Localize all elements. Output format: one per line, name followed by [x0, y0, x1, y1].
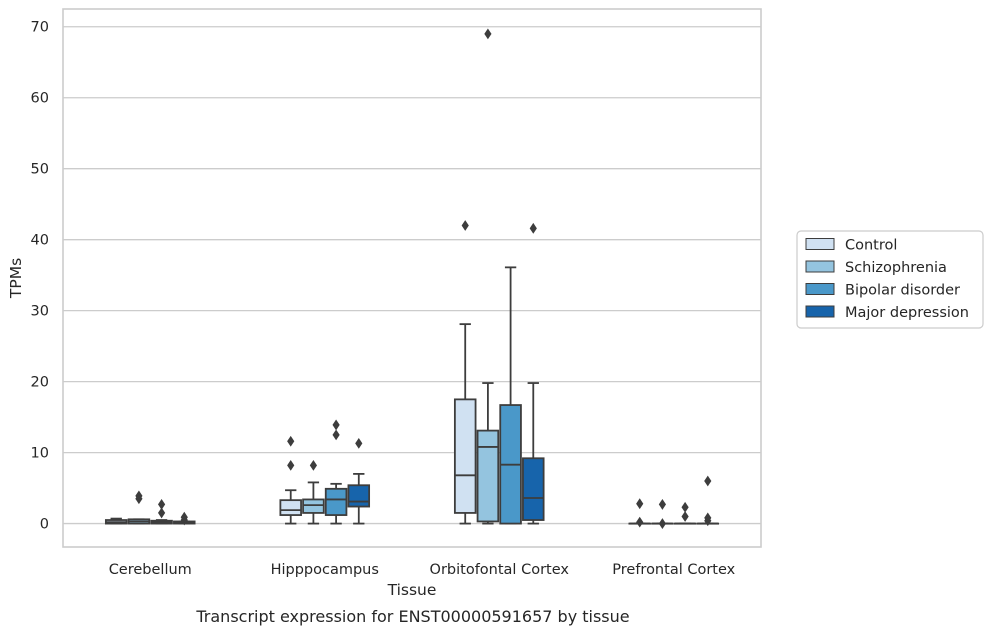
- legend-swatch: [805, 305, 835, 318]
- x-tick-label: Cerebellum: [109, 562, 192, 578]
- outlier-point: [355, 437, 363, 449]
- y-tick-label: 70: [31, 20, 49, 36]
- outlier-point: [658, 499, 667, 510]
- box: [324, 419, 348, 525]
- legend-label: Control: [845, 238, 897, 254]
- box-body: [476, 429, 500, 523]
- y-axis-title: TPMs: [7, 258, 25, 299]
- outlier-point: [287, 435, 295, 447]
- box: [476, 28, 500, 525]
- x-tick-label: Hipppocampus: [271, 562, 379, 578]
- box-body: [279, 499, 302, 516]
- outlier-point: [180, 511, 188, 523]
- x-axis-title: Tissue: [387, 581, 437, 599]
- box-body: [324, 487, 348, 516]
- outlier-point: [529, 222, 537, 234]
- series-schizophrenia: [127, 28, 674, 529]
- y-tick-label: 30: [31, 304, 49, 320]
- box-body: [302, 498, 325, 514]
- legend-swatch: [805, 283, 835, 295]
- legend-label: Bipolar disorder: [845, 283, 960, 299]
- chart-caption: Transcript expression for ENST0000059165…: [195, 607, 629, 626]
- box: [522, 222, 545, 525]
- outlier-point: [681, 501, 689, 513]
- box: [347, 437, 371, 525]
- legend-swatch: [805, 260, 835, 273]
- box: [453, 220, 477, 525]
- outlier-point: [309, 459, 318, 471]
- outlier-point: [332, 429, 340, 441]
- box: [628, 498, 651, 528]
- y-tick-label: 60: [31, 91, 49, 107]
- y-tick-label: 0: [40, 517, 49, 533]
- legend: Control Schizophrenia Bipolar disorder Majo…: [796, 230, 984, 329]
- box: [279, 435, 302, 525]
- outlier-point: [636, 498, 644, 510]
- y-tick-label: 40: [31, 233, 49, 249]
- outlier-point: [287, 459, 295, 471]
- box: [104, 517, 128, 525]
- legend-swatch: [805, 238, 835, 250]
- outlier-point: [484, 28, 492, 40]
- plot-frame: [62, 8, 762, 548]
- box: [696, 475, 720, 527]
- outlier-point: [658, 518, 667, 529]
- box-body: [347, 484, 371, 508]
- y-tick-label: 20: [31, 375, 49, 391]
- outlier-point: [157, 507, 166, 519]
- series-control: [104, 220, 651, 528]
- legend-label: Major depression: [845, 305, 969, 321]
- box: [173, 511, 196, 526]
- y-tick-label: 50: [31, 162, 49, 178]
- x-tick-label: Prefrontal Cortex: [612, 562, 735, 578]
- y-tick-label: 10: [31, 446, 49, 462]
- legend-label: Schizophrenia: [845, 260, 947, 276]
- outlier-point: [157, 499, 166, 510]
- box-series: [104, 28, 720, 529]
- series-bipolar-disorder: [150, 266, 697, 525]
- legend-item: Major depression: [805, 305, 969, 321]
- outlier-point: [461, 220, 469, 231]
- series-major-depression: [173, 222, 720, 527]
- x-tick-label: Orbitofontal Cortex: [430, 562, 570, 578]
- y-tick-labels: 0 10 20 30 40 50 60 70: [31, 20, 49, 533]
- box-body: [453, 398, 477, 514]
- legend-item: Bipolar disorder: [805, 283, 960, 299]
- outlier-point: [704, 475, 712, 487]
- outlier-point: [681, 511, 689, 522]
- legend-item: Schizophrenia: [805, 260, 947, 276]
- legend-item: Control: [805, 238, 897, 254]
- outlier-point: [332, 419, 340, 431]
- box: [150, 499, 173, 525]
- box: [499, 266, 522, 525]
- x-tick-labels: Cerebellum Hipppocampus Orbitofontal Corte…: [109, 562, 736, 578]
- outlier-point: [704, 512, 712, 524]
- box-body: [522, 457, 545, 521]
- outlier-point: [636, 516, 644, 528]
- box: [127, 490, 151, 525]
- outlier-point: [135, 490, 143, 502]
- box: [651, 499, 674, 529]
- box: [673, 501, 697, 525]
- legend-frame: [796, 230, 984, 329]
- box: [302, 459, 325, 525]
